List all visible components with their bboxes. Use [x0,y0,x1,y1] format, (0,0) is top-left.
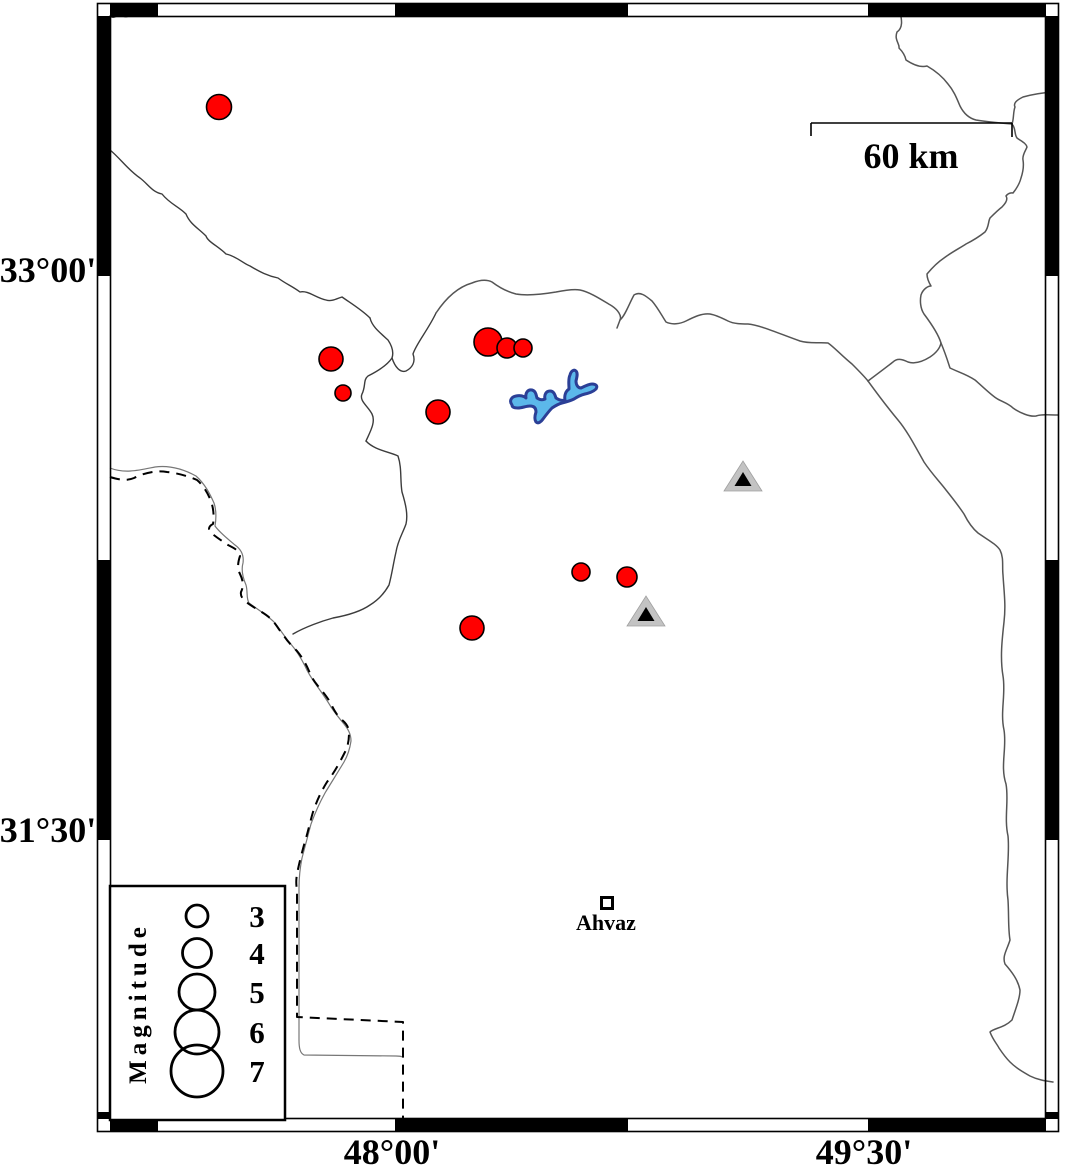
river-line [292,440,408,635]
legend-magnitude-value: 5 [249,975,265,1010]
city-square-icon [600,896,614,910]
earthquake-marker [616,566,638,588]
scale-bar: 60 km [810,122,1013,176]
frame-tick-segment [97,1112,111,1119]
map-frame [96,2,1060,1133]
earthquake-marker [318,346,344,372]
earthquake-marker [205,93,233,121]
coastline [867,11,1028,382]
river-branch [940,342,1059,417]
scale-bar-label: 60 km [863,136,958,176]
earthquake-marker [513,338,533,358]
legend-magnitude-circle [184,903,210,929]
lake-polygon [509,368,599,425]
lon-label-49-30: 49°30' [816,1132,912,1171]
legend-magnitude-value: 3 [249,899,265,934]
magnitude-legend: Magnitude 34 5 6 7 [108,884,287,1122]
frame-tick-segment [110,3,158,17]
legend-magnitude-circle [181,937,213,969]
legend-magnitude-circle [169,1043,225,1099]
border-dashed-line [109,470,404,1119]
river-line [867,380,1054,1083]
frame-tick-segment [1045,16,1059,276]
axis-annotations: 33°00' 31°30' 48°00' 49°30' [0,250,912,1171]
frame-tick-segment [97,16,111,276]
legend-magnitude-value: 7 [249,1054,265,1089]
frame-tick-segment [395,3,628,17]
frame-tick-segment [97,560,111,840]
earthquake-marker [459,615,485,641]
river-line [109,149,371,319]
frame-outer-rect [96,2,1060,1133]
frame-tick-segment [868,1118,1046,1132]
station-inner-triangle-icon [734,472,752,486]
frame-tick-segment [1045,1112,1059,1119]
frame-inner-rect [109,15,1047,1120]
earthquake-marker [334,384,352,402]
river-line [391,312,437,373]
legend-magnitude-value: 4 [249,936,265,971]
boundary-stub [616,319,621,329]
frame-tick-segment [110,1118,158,1132]
lat-label-31-30: 31°30' [0,810,96,850]
frame-tick-segment [395,1118,628,1132]
city-label: Ahvaz [576,910,636,935]
coastline-branch [1011,91,1059,125]
earthquake-marker [571,562,591,582]
legend-magnitude-value: 6 [249,1015,265,1050]
frame-tick-segment [1045,560,1059,840]
legend-rows: 34 5 6 7 [169,899,265,1099]
lat-label-33-00: 33°00' [0,250,96,290]
legend-title: Magnitude [125,922,152,1084]
earthquake-marker [425,399,451,425]
earthquake-epicenters [205,93,638,641]
city-marker-ahvaz: Ahvaz [576,896,636,935]
legend-box [108,884,287,1122]
boundary-line [435,279,869,382]
lon-label-48-00: 48°00' [344,1132,440,1171]
frame-tick-segment [868,3,1046,17]
seismic-stations [626,460,763,627]
scale-bar-line [810,122,1013,137]
border-river-line [109,465,403,1058]
river-line [360,317,394,442]
map-linework [109,11,1059,1119]
legend-magnitude-circle [173,1008,221,1056]
station-inner-triangle-icon [637,607,655,621]
